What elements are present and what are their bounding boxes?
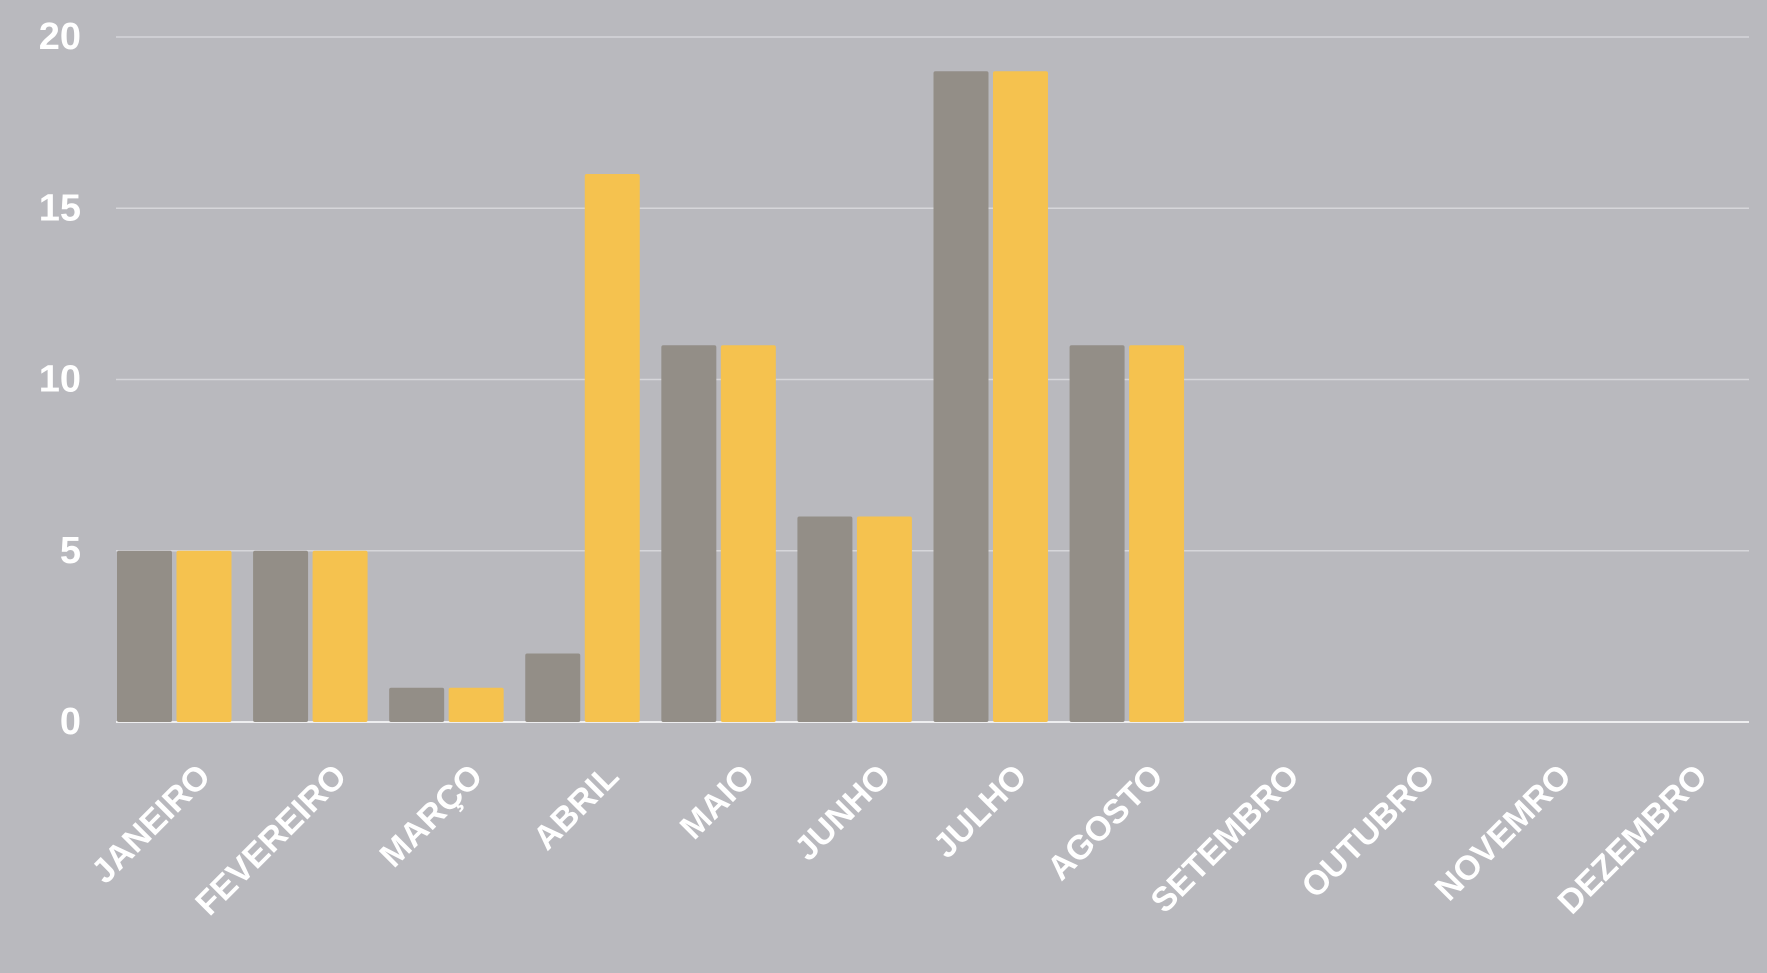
bar <box>1129 345 1185 722</box>
bar <box>797 516 853 722</box>
bar <box>117 550 172 722</box>
bar <box>253 550 309 722</box>
bar <box>448 687 504 722</box>
bar <box>176 550 232 722</box>
y-tick-label: 10 <box>39 359 81 401</box>
y-tick-label: 0 <box>60 701 81 743</box>
bar <box>584 174 640 722</box>
y-tick-label: 5 <box>60 530 81 572</box>
y-tick-label: 20 <box>39 16 81 58</box>
bar <box>312 550 368 722</box>
bar <box>933 71 989 722</box>
bar <box>661 345 717 722</box>
bar <box>389 687 445 722</box>
y-tick-label: 15 <box>39 187 81 229</box>
bar <box>525 653 581 722</box>
bar <box>993 71 1048 722</box>
bar <box>1069 345 1125 722</box>
bar <box>856 516 912 722</box>
bar <box>720 345 776 722</box>
